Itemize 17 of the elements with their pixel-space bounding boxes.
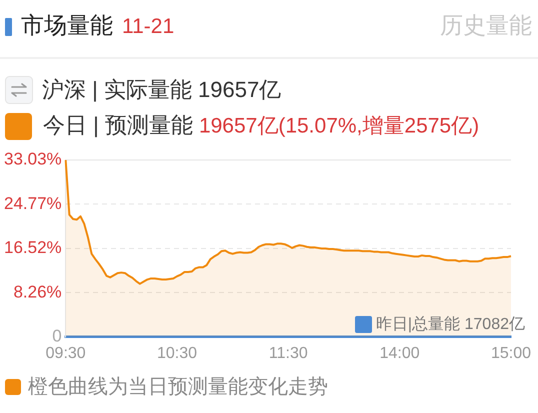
x-tick-label: 11:30	[268, 344, 308, 362]
x-tick-label: 15:00	[490, 344, 532, 362]
chart-title: 市场量能	[21, 11, 113, 40]
text: 19657亿(15.07%,增量2575亿)	[198, 114, 480, 138]
annotation: 昨日|总量能 17082亿	[376, 315, 525, 336]
text: 橙色曲线为当日预测量能变化走势	[28, 375, 328, 400]
y-tick-label: 33.03%	[4, 150, 62, 169]
y-tick-label: 0	[52, 326, 62, 346]
x-tick-label: 14:00	[380, 344, 420, 362]
text: 沪深 | 实际量能 19657亿	[42, 76, 282, 104]
x-tick-label: 10:30	[156, 344, 198, 362]
chart-subtitle: 11-21	[122, 15, 174, 39]
x-tick-label: 09:30	[46, 344, 86, 362]
legend-label: 今日 | 预测量能	[43, 112, 193, 138]
y-tick-label: 8.26%	[13, 282, 62, 302]
y-tick-label: 16.52%	[4, 238, 62, 258]
y-tick-label: 24.77%	[4, 194, 62, 213]
